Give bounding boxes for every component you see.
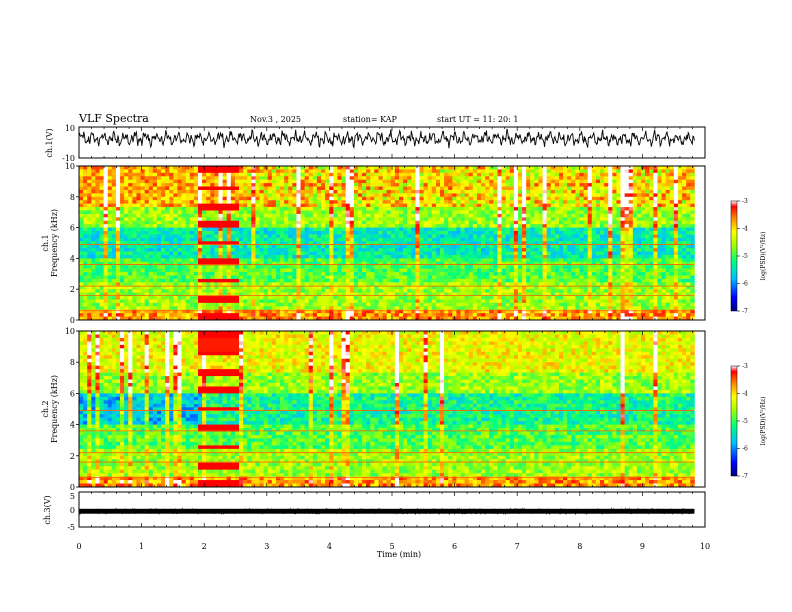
ch3-signal-band	[79, 508, 695, 514]
ch1-ytick-bottom: -10	[62, 154, 75, 163]
ch2-cb-tick--7: -7	[742, 473, 748, 480]
ch1-spec-ytick-4: 4	[70, 254, 75, 263]
ch1-cb-tick--7: -7	[742, 308, 748, 315]
x-tick-1: 1	[139, 542, 144, 551]
ch1-waveform-panel: 10 -10 ch.1(V)	[45, 124, 706, 163]
x-tick-2: 2	[202, 542, 207, 551]
ch2-spec-ytick-10: 10	[65, 327, 75, 336]
ch1-cb-tick--5: -5	[742, 253, 748, 260]
ch2-spec-ytick-0: 0	[70, 483, 75, 492]
x-axis-label: Time (min)	[377, 550, 421, 559]
ch2-spec-ytick-8: 8	[70, 358, 75, 367]
header-station: station= KAP	[343, 115, 398, 124]
ch2-spectrogram-image	[79, 331, 695, 488]
x-tick-0: 0	[76, 542, 81, 551]
x-tick-5: 5	[389, 542, 394, 551]
ch3-waveform-band	[79, 507, 695, 516]
ch1-cb-tick--4: -4	[742, 226, 748, 233]
header-start-time: start UT = 11: 20: 1	[437, 115, 518, 124]
ch1-cb-tick--3: -3	[742, 198, 748, 205]
x-tick-9: 9	[640, 542, 645, 551]
ch3-waveform-panel: 5 0 -5 ch.3(V) 0 1 2 3 4 5 6 7 8 9 10 Time (min)	[43, 127, 710, 559]
x-tick-10: 10	[700, 542, 710, 551]
x-tick-6: 6	[452, 542, 457, 551]
ch1-spec-ytick-6: 6	[70, 224, 75, 233]
ch1-spec-ytick-0: 0	[70, 316, 75, 325]
ch1-colorbar-label: log(PSD)(V²/Hz)	[760, 232, 767, 281]
ch2-cb-tick--4: -4	[742, 391, 748, 398]
ch1-cb-tick--6: -6	[742, 281, 748, 288]
ch1-spec-ytick-10: 10	[65, 162, 75, 171]
ch2-spec-ytick-4: 4	[70, 421, 75, 430]
ch1-colorbar	[730, 200, 738, 312]
ch2-cb-tick--5: -5	[742, 418, 748, 425]
ch1-ytick-top: 10	[65, 124, 75, 133]
ch1-spec-ytick-2: 2	[70, 285, 75, 294]
ch3-waveform-line	[79, 507, 695, 516]
ch2-ylabel-channel: ch.2	[41, 400, 50, 417]
ch1-waveform-line	[79, 128, 695, 149]
ch3-ytick-bottom: -5	[67, 523, 75, 532]
ch1-ylabel-frequency: Frequency (kHz)	[50, 209, 59, 277]
x-tick-7: 7	[515, 542, 520, 551]
ch3-ytick-middle: 0	[70, 506, 75, 515]
ch2-ylabel-frequency: Frequency (kHz)	[50, 375, 59, 443]
ch1-spectrogram-image	[79, 166, 695, 321]
x-tick-4: 4	[327, 542, 332, 551]
header-date: Nov.3 , 2025	[250, 115, 301, 124]
ch1-ylabel-channel: ch.1	[41, 234, 50, 251]
ch1-ylabel: ch.1(V)	[45, 128, 54, 157]
ch2-spec-ytick-2: 2	[70, 452, 75, 461]
ch2-colorbar	[730, 365, 738, 477]
x-tick-8: 8	[577, 542, 582, 551]
ch2-colorbar-label: log(PSD)(V²/Hz)	[760, 397, 767, 446]
figure-title: VLF Spectra	[78, 112, 149, 125]
x-tick-3: 3	[264, 542, 269, 551]
ch3-ytick-top: 5	[70, 492, 75, 501]
ch2-cb-tick--6: -6	[742, 446, 748, 453]
ch2-cb-tick--3: -3	[742, 363, 748, 370]
ch2-spec-ytick-6: 6	[70, 389, 75, 398]
ch1-spec-ytick-8: 8	[70, 193, 75, 202]
ch3-ylabel: ch.3(V)	[43, 495, 52, 524]
